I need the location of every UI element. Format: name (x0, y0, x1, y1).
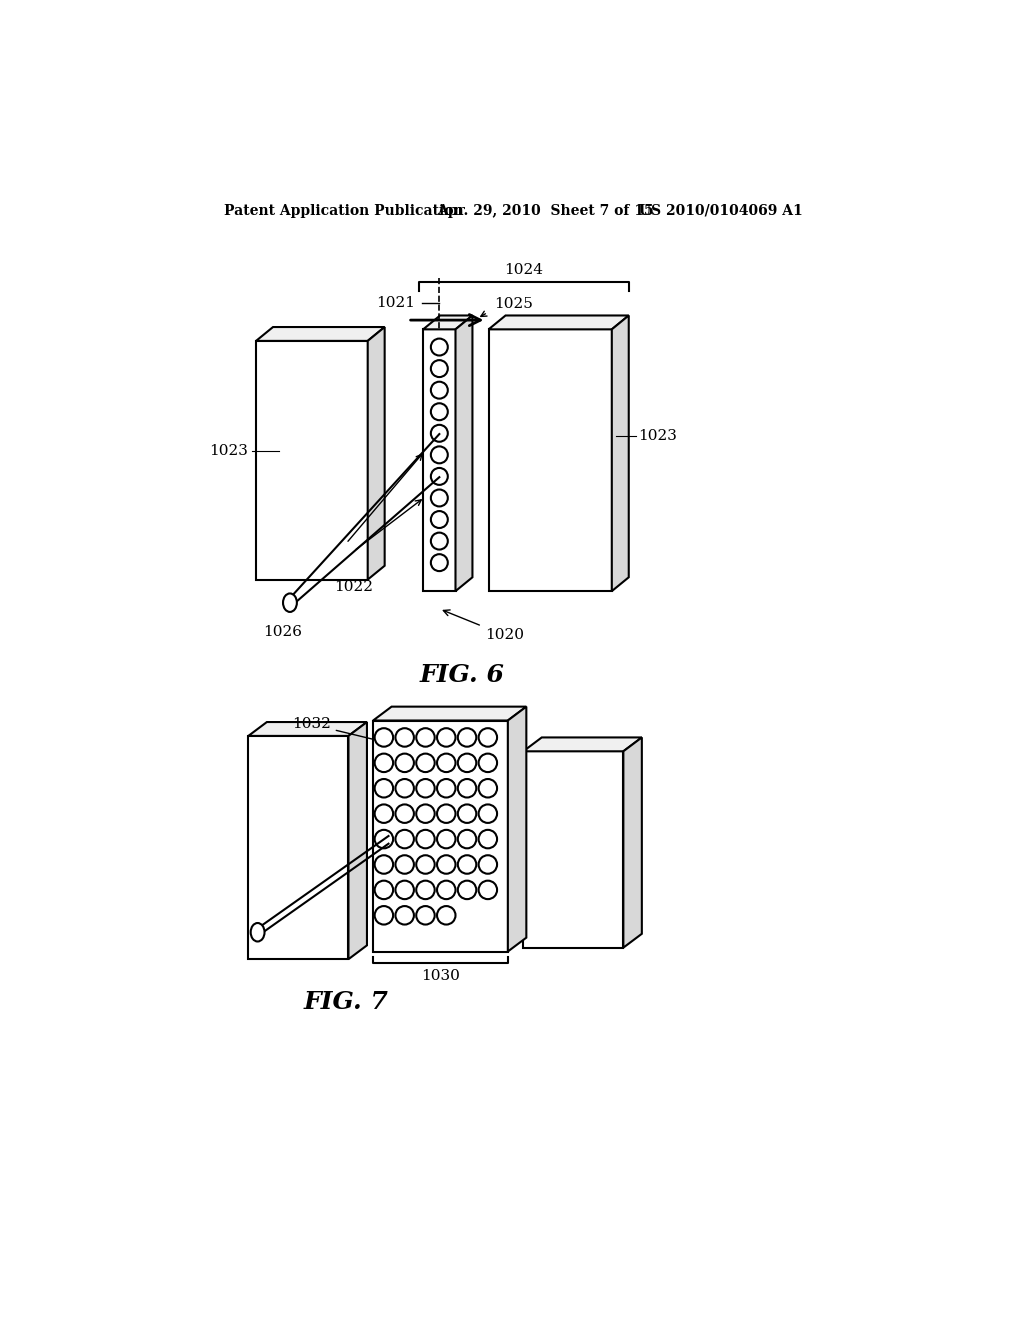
Circle shape (395, 729, 414, 747)
Polygon shape (256, 327, 385, 341)
Circle shape (431, 554, 447, 572)
Circle shape (458, 754, 476, 772)
Polygon shape (423, 315, 472, 330)
Circle shape (431, 469, 447, 484)
Text: FIG. 6: FIG. 6 (419, 663, 504, 686)
Circle shape (416, 830, 435, 849)
Polygon shape (256, 341, 368, 579)
Text: 1025: 1025 (494, 297, 532, 312)
Text: 1021: 1021 (377, 296, 416, 310)
Circle shape (431, 404, 447, 420)
Circle shape (478, 855, 497, 874)
Text: 1023: 1023 (638, 429, 677, 442)
Circle shape (395, 830, 414, 849)
Text: 1022: 1022 (335, 581, 374, 594)
Circle shape (395, 779, 414, 797)
Polygon shape (523, 751, 624, 948)
Circle shape (437, 855, 456, 874)
Circle shape (437, 779, 456, 797)
Text: US 2010/0104069 A1: US 2010/0104069 A1 (639, 203, 803, 218)
Circle shape (437, 880, 456, 899)
Circle shape (375, 830, 393, 849)
Circle shape (458, 779, 476, 797)
Circle shape (416, 729, 435, 747)
Circle shape (437, 906, 456, 924)
Circle shape (416, 804, 435, 822)
Circle shape (437, 804, 456, 822)
Polygon shape (373, 721, 508, 952)
Circle shape (416, 880, 435, 899)
Circle shape (431, 360, 447, 378)
Polygon shape (523, 738, 642, 751)
Circle shape (478, 804, 497, 822)
Circle shape (478, 830, 497, 849)
Polygon shape (423, 330, 456, 591)
Text: Patent Application Publication: Patent Application Publication (224, 203, 464, 218)
Circle shape (431, 338, 447, 355)
Polygon shape (488, 315, 629, 330)
Text: FIG. 7: FIG. 7 (304, 990, 388, 1014)
Polygon shape (611, 315, 629, 591)
Circle shape (431, 532, 447, 549)
Circle shape (395, 754, 414, 772)
Text: 1023: 1023 (210, 444, 249, 458)
Circle shape (395, 880, 414, 899)
Polygon shape (624, 738, 642, 948)
Circle shape (437, 754, 456, 772)
Text: 1026: 1026 (263, 626, 302, 639)
Text: 1032: 1032 (292, 717, 381, 743)
Circle shape (431, 425, 447, 442)
Circle shape (431, 511, 447, 528)
Circle shape (375, 804, 393, 822)
Polygon shape (373, 706, 526, 721)
Circle shape (478, 754, 497, 772)
Circle shape (395, 906, 414, 924)
Circle shape (458, 804, 476, 822)
Circle shape (375, 906, 393, 924)
Polygon shape (348, 722, 367, 960)
Circle shape (375, 754, 393, 772)
Text: 1020: 1020 (443, 610, 523, 642)
Circle shape (478, 779, 497, 797)
Polygon shape (456, 315, 472, 591)
Circle shape (395, 855, 414, 874)
Ellipse shape (283, 594, 297, 612)
Circle shape (375, 855, 393, 874)
Circle shape (431, 490, 447, 507)
Circle shape (431, 381, 447, 399)
Circle shape (478, 880, 497, 899)
Polygon shape (249, 722, 367, 737)
Circle shape (375, 880, 393, 899)
Circle shape (478, 729, 497, 747)
Circle shape (437, 830, 456, 849)
Polygon shape (508, 706, 526, 952)
Circle shape (395, 804, 414, 822)
Circle shape (431, 446, 447, 463)
Text: 1024: 1024 (505, 263, 544, 277)
Circle shape (375, 729, 393, 747)
Circle shape (416, 754, 435, 772)
Polygon shape (249, 737, 348, 960)
Circle shape (458, 880, 476, 899)
Circle shape (416, 779, 435, 797)
Circle shape (437, 729, 456, 747)
Circle shape (458, 830, 476, 849)
Polygon shape (368, 327, 385, 579)
Circle shape (458, 729, 476, 747)
Circle shape (416, 906, 435, 924)
Text: Apr. 29, 2010  Sheet 7 of 15: Apr. 29, 2010 Sheet 7 of 15 (437, 203, 653, 218)
Ellipse shape (251, 923, 264, 941)
Circle shape (375, 779, 393, 797)
Polygon shape (488, 330, 611, 591)
Circle shape (416, 855, 435, 874)
Text: 1030: 1030 (421, 969, 460, 983)
FancyArrowPatch shape (481, 312, 487, 317)
Circle shape (458, 855, 476, 874)
